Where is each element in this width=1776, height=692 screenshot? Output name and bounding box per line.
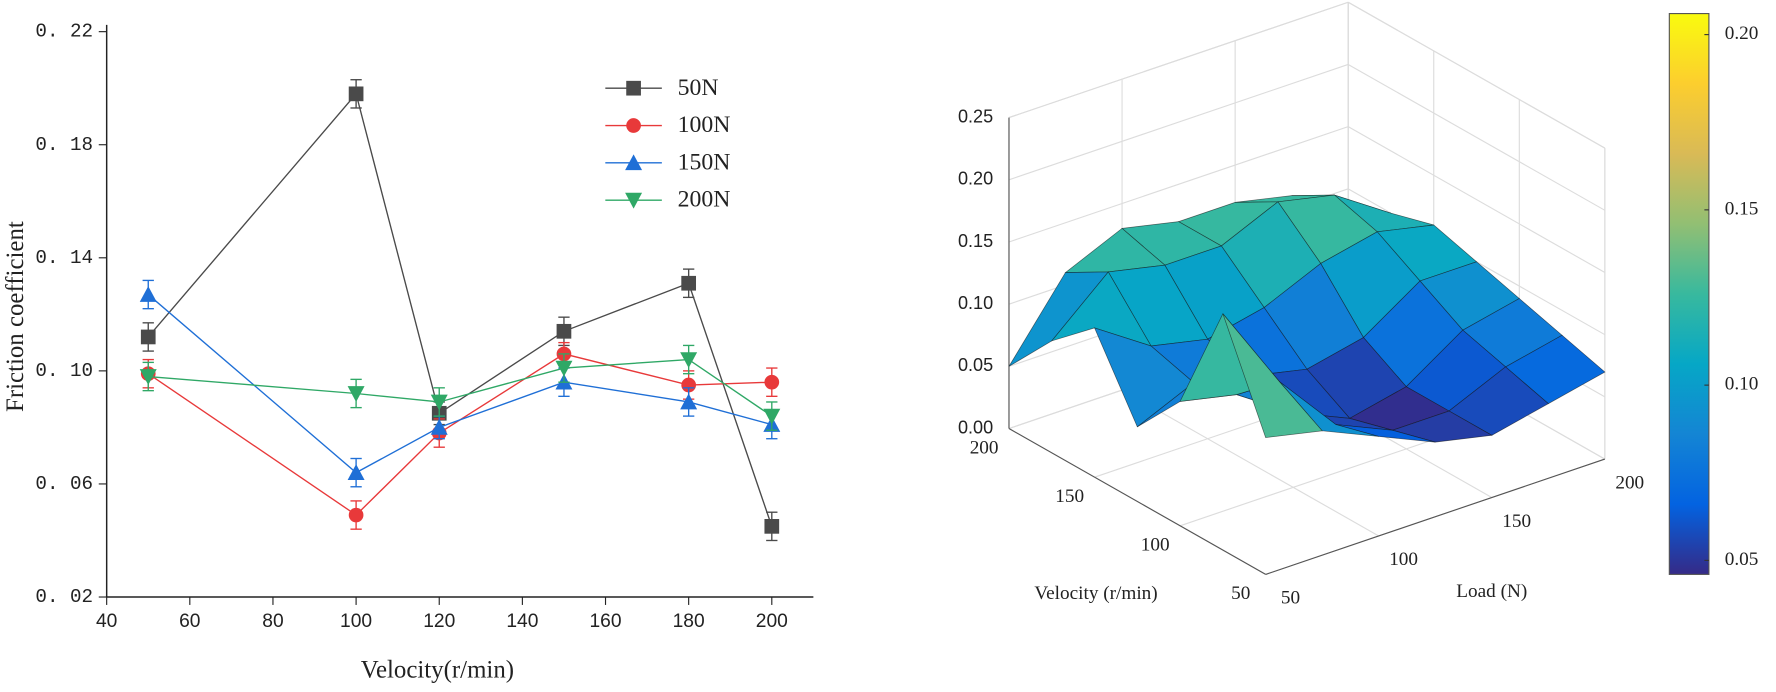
marker [555,360,573,377]
y-tick-label: 100 [1141,535,1170,556]
x-tick-label: 100 [340,611,372,632]
surface-patch [1222,313,1323,438]
axis [1265,458,1606,575]
marker [430,394,448,411]
series-line [147,92,773,527]
colorbar-tick-label: 0.20 [1725,23,1759,44]
x-tick-label: 150 [1502,511,1531,532]
marker [347,386,365,402]
x-axis-label: Velocity(r/min) [361,656,514,683]
axis [1008,428,1266,575]
marker [681,275,697,291]
marker [680,393,698,410]
series-line [147,353,772,516]
y-tick-label: 0. 18 [35,134,93,156]
x-tick-label: 120 [423,611,455,632]
y-axis-label: Velocity (r/min) [1034,583,1157,604]
grid-line [1347,63,1606,211]
marker [763,408,781,425]
grid-line [1347,1,1606,149]
y-tick-label: 0. 14 [35,247,93,269]
marker [139,286,157,302]
y-tick-label: 0. 06 [35,473,93,495]
colorbar-tick-label: 0.10 [1725,374,1759,395]
grid-line [1121,389,1380,537]
colorbar-tick-label: 0.05 [1725,549,1759,570]
marker [430,418,448,435]
grid-line [1008,126,1349,243]
x-axis-label: Load (N) [1456,581,1527,602]
y-tick-label: 0. 02 [35,586,93,608]
legend-label: 150N [678,149,731,175]
marker [556,323,572,339]
marker [764,374,780,390]
colorbar-tick-label: 0.15 [1725,198,1759,219]
legend-marker [626,118,641,133]
x-tick-label: 100 [1389,549,1418,570]
y-tick-label: 0. 22 [35,21,93,43]
y-tick-label: 0. 10 [35,360,93,382]
x-tick-label: 40 [96,611,117,632]
z-tick-label: 0.00 [958,417,993,437]
grid-line [1347,126,1606,273]
legend-label: 100N [678,112,731,138]
series-line [148,358,773,417]
y-tick-label: 200 [970,437,999,458]
x-tick-label: 50 [1281,588,1300,609]
z-tick-label: 0.10 [958,293,993,313]
legend-marker [625,154,643,171]
z-tick-label: 0.25 [958,106,993,126]
x-tick-label: 80 [262,611,283,632]
y-axis-label: Friction coefficient [2,221,29,412]
x-tick-label: 180 [673,611,705,632]
grid-line [1008,1,1349,119]
legend-marker [626,80,641,96]
colorbar [1668,13,1710,575]
marker [348,86,364,102]
x-tick-label: 200 [1615,472,1644,493]
x-tick-label: 140 [506,611,538,632]
legend-label: 50N [678,75,719,101]
marker [681,377,697,393]
legend-marker [625,192,643,209]
series-line [147,294,772,474]
x-tick-label: 200 [756,611,788,632]
marker [764,519,780,534]
legend-label: 200N [678,187,731,213]
z-tick-label: 0.20 [958,169,993,189]
grid-line [1008,63,1349,181]
marker [139,369,157,386]
y-tick-label: 150 [1055,486,1084,507]
z-tick-label: 0.15 [958,231,993,251]
marker [680,352,698,369]
marker [348,507,364,523]
marker [347,464,365,480]
x-tick-label: 60 [179,611,200,632]
z-tick-label: 0.05 [958,355,993,375]
x-tick-label: 160 [589,611,621,632]
y-tick-label: 50 [1231,583,1250,604]
marker [140,329,156,345]
